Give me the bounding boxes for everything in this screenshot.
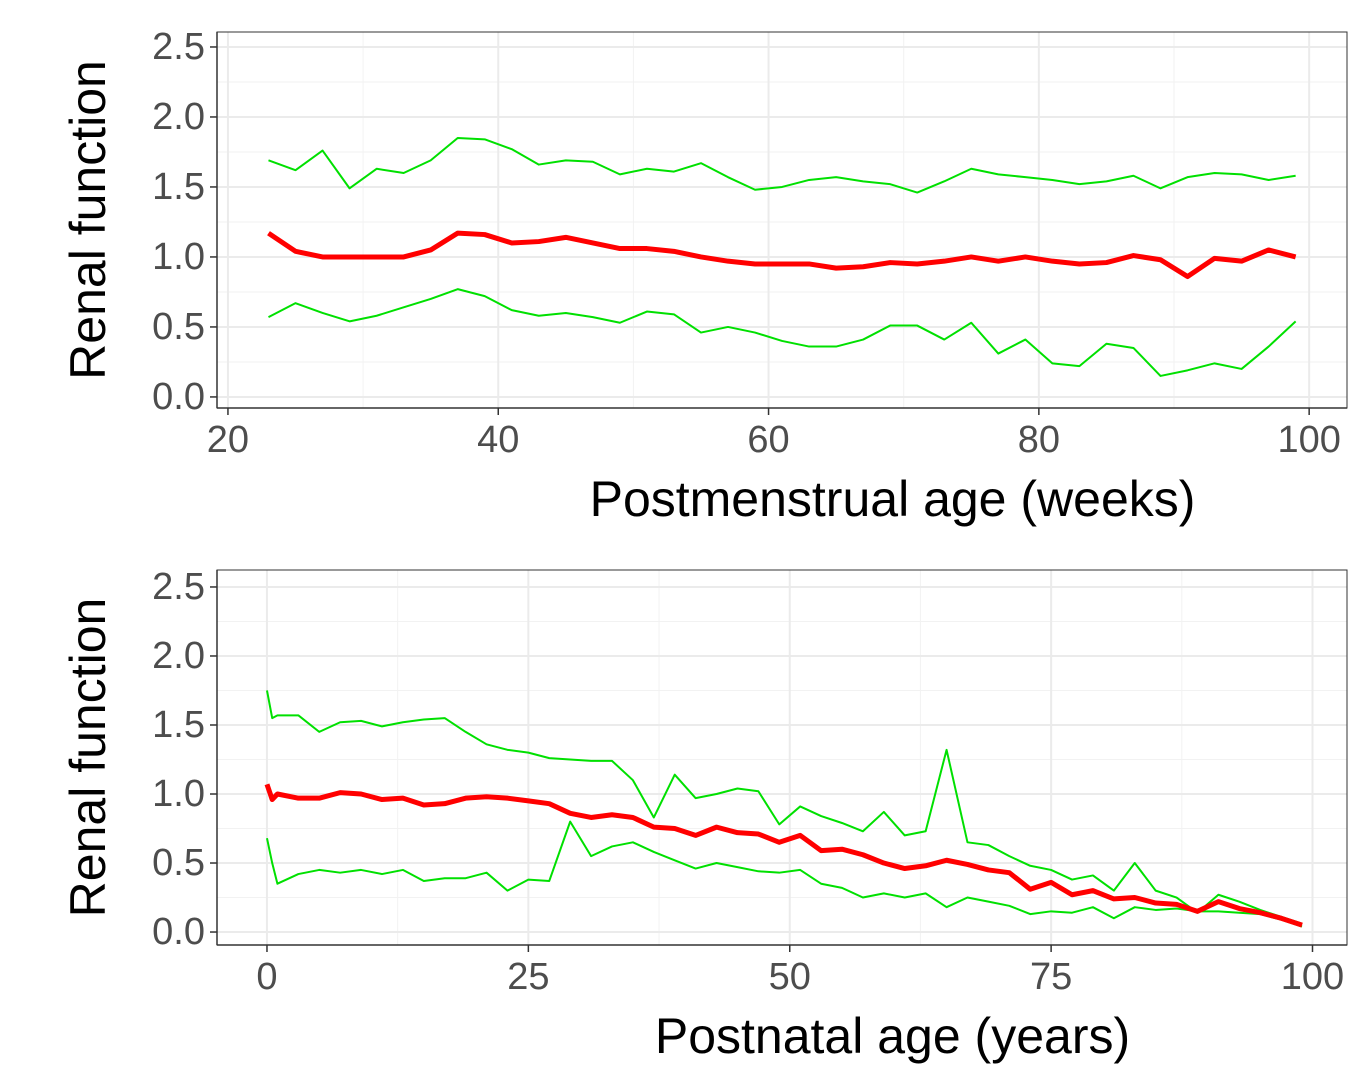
y-axis-title: Renal function <box>60 598 116 918</box>
y-tick-label: 1.0 <box>152 773 205 815</box>
x-tick-label: 25 <box>507 956 549 998</box>
y-tick-label: 0.5 <box>152 306 205 348</box>
y-tick-label: 2.5 <box>152 566 205 608</box>
y-tick-label: 2.0 <box>152 96 205 138</box>
plot-background <box>217 570 1347 945</box>
series-line <box>266 820 1303 928</box>
y-tick-label: 0.0 <box>152 911 205 953</box>
x-tick-label: 0 <box>256 956 277 998</box>
y-tick-label: 2.0 <box>152 635 205 677</box>
x-tick-label: 60 <box>747 419 789 461</box>
series-line <box>264 783 1303 928</box>
plot-background <box>217 32 1347 408</box>
series-line <box>268 136 1296 194</box>
y-tick-label: 1.0 <box>152 236 205 278</box>
y-tick-label: 2.5 <box>152 26 205 68</box>
x-tick-label: 100 <box>1281 956 1344 998</box>
x-tick-label: 20 <box>207 419 249 461</box>
x-axis-title: Postmenstrual age (weeks) <box>590 471 1196 527</box>
y-tick-label: 1.5 <box>152 166 205 208</box>
series-line <box>265 690 1303 925</box>
x-tick-label: 50 <box>769 956 811 998</box>
y-tick-label: 0.0 <box>152 376 205 418</box>
series-line <box>268 288 1297 377</box>
y-axis-title: Renal function <box>60 60 116 380</box>
y-tick-label: 1.5 <box>152 704 205 746</box>
x-tick-label: 100 <box>1277 419 1340 461</box>
series-line <box>267 230 1297 280</box>
y-tick-label: 0.5 <box>152 842 205 884</box>
x-axis-title: Postnatal age (years) <box>655 1008 1130 1064</box>
x-tick-label: 75 <box>1030 956 1072 998</box>
x-tick-label: 80 <box>1018 419 1060 461</box>
x-tick-label: 40 <box>477 419 519 461</box>
